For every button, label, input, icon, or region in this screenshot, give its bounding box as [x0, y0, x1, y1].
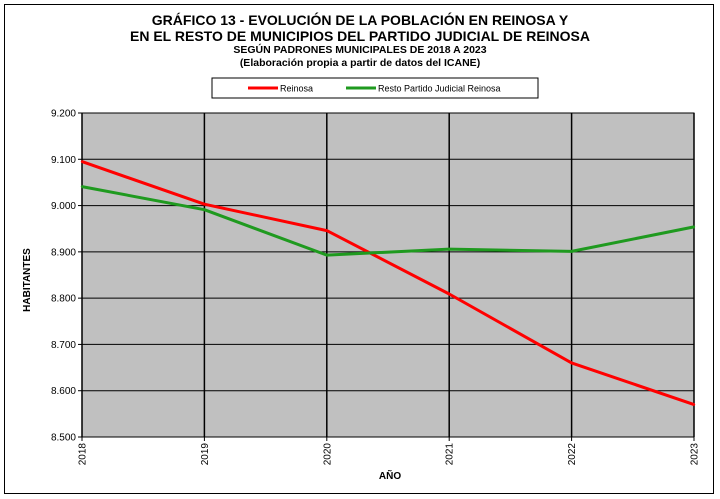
series-line-resto-partido-judicial-reinosa	[81, 185, 695, 257]
y-tick-label: 9.200	[51, 109, 76, 120]
y-axis-label: HABITANTES	[22, 248, 33, 312]
data-point-resto-partido-judicial-reinosa	[80, 185, 84, 188]
y-tick-label: 9.100	[51, 155, 76, 166]
chart-subtitle: SEGÚN PADRONES MUNICIPALES DE 2018 A 202…	[233, 44, 487, 56]
plot-area: 8.500 8.600 8.700 8.800 8.900 9.000 9.100 9.200…	[51, 109, 701, 466]
plot-background	[81, 112, 695, 438]
data-point-resto-partido-judicial-reinosa	[203, 208, 206, 211]
data-point-reinosa	[570, 361, 573, 365]
x-axis-label: AÑO	[379, 469, 401, 482]
y-tick-label: 9.000	[51, 201, 76, 212]
chart-source-note: (Elaboración propia a partir de datos de…	[239, 57, 481, 69]
data-point-resto-partido-judicial-reinosa	[448, 247, 451, 251]
x-tick-label: 2022	[567, 443, 578, 466]
y-tick-label: 8.800	[51, 294, 76, 305]
x-tick-label: 2021	[445, 443, 456, 466]
x-tick-label: 2023	[690, 443, 701, 466]
x-tick-label: 2020	[322, 443, 333, 466]
y-tick-label: 8.600	[51, 386, 76, 397]
data-point-reinosa	[325, 229, 328, 232]
data-point-reinosa	[80, 160, 84, 163]
x-tick-label: 2019	[200, 443, 211, 466]
legend-label-reinosa: Reinosa	[280, 84, 313, 94]
data-point-reinosa	[692, 403, 696, 406]
data-point-reinosa	[448, 292, 451, 296]
data-point-resto-partido-judicial-reinosa	[692, 225, 696, 229]
series-line-reinosa	[81, 160, 695, 407]
chart-title-line-1: GRÁFICO 13 - EVOLUCIÓN DE LA POBLACIÓN E…	[151, 12, 569, 28]
x-tick-label: 2018	[78, 443, 89, 466]
chart-title-line-2: EN EL RESTO DE MUNICIPIOS DEL PARTIDO JU…	[130, 28, 590, 44]
data-point-resto-partido-judicial-reinosa	[325, 253, 328, 257]
y-tick-label: 8.700	[51, 340, 76, 351]
data-point-reinosa	[203, 202, 206, 206]
y-tick-label: 8.900	[51, 247, 76, 258]
y-tick-label: 8.500	[51, 433, 76, 444]
legend-label-resto-partido-judicial-reinosa: Resto Partido Judicial Reinosa	[378, 84, 501, 94]
legend: Reinosa Resto Partido Judicial Reinosa	[211, 77, 539, 99]
data-point-resto-partido-judicial-reinosa	[570, 250, 573, 253]
